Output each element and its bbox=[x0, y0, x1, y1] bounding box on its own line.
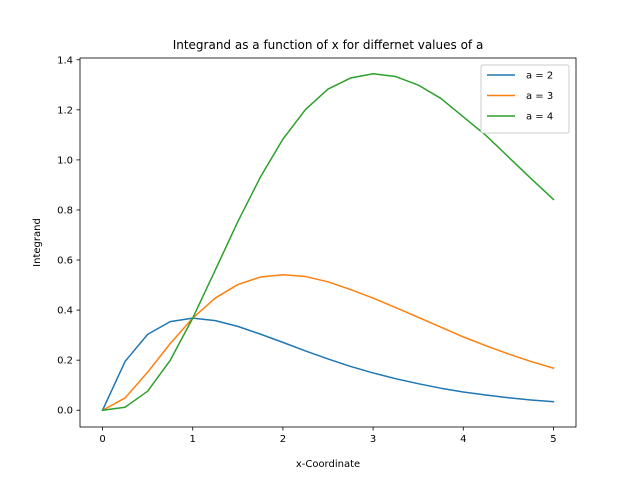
y-axis: 0.0 0.2 0.4 0.6 0.8 1.0 1.2 1.4 bbox=[57, 55, 80, 417]
x-tick-label: 5 bbox=[550, 434, 556, 445]
series-layer bbox=[101, 73, 555, 412]
y-tick-label: 0.4 bbox=[57, 306, 73, 317]
y-tick-label: 0.8 bbox=[57, 205, 73, 216]
x-tick-label: 0 bbox=[99, 434, 105, 445]
y-tick-label: 0.2 bbox=[57, 356, 73, 367]
series-line-3 bbox=[101, 73, 555, 412]
legend-label-2: a = 3 bbox=[526, 91, 553, 102]
legend-label-3: a = 4 bbox=[526, 112, 553, 123]
x-axis-label: x-Coordinate bbox=[296, 459, 360, 470]
chart-title: Integrand as a function of x for differn… bbox=[173, 38, 484, 52]
y-tick-label: 1.0 bbox=[57, 155, 73, 166]
y-tick-label: 0.0 bbox=[57, 406, 73, 417]
y-axis-label: Integrand bbox=[32, 218, 43, 267]
x-tick-label: 4 bbox=[460, 434, 466, 445]
x-axis: 0 1 2 3 4 5 bbox=[99, 427, 557, 445]
legend-label-1: a = 2 bbox=[526, 71, 553, 82]
x-tick-label: 3 bbox=[370, 434, 376, 445]
x-tick-label: 2 bbox=[280, 434, 286, 445]
plot-area bbox=[79, 57, 577, 428]
series-line-1 bbox=[101, 317, 555, 412]
axes-frame bbox=[79, 57, 577, 428]
y-tick-label: 1.2 bbox=[57, 105, 73, 116]
y-tick-label: 0.6 bbox=[57, 256, 73, 267]
legend: a = 2 a = 3 a = 4 bbox=[480, 64, 570, 134]
y-tick-label: 1.4 bbox=[57, 55, 73, 66]
x-tick-label: 1 bbox=[190, 434, 196, 445]
series-line-2 bbox=[101, 274, 555, 412]
